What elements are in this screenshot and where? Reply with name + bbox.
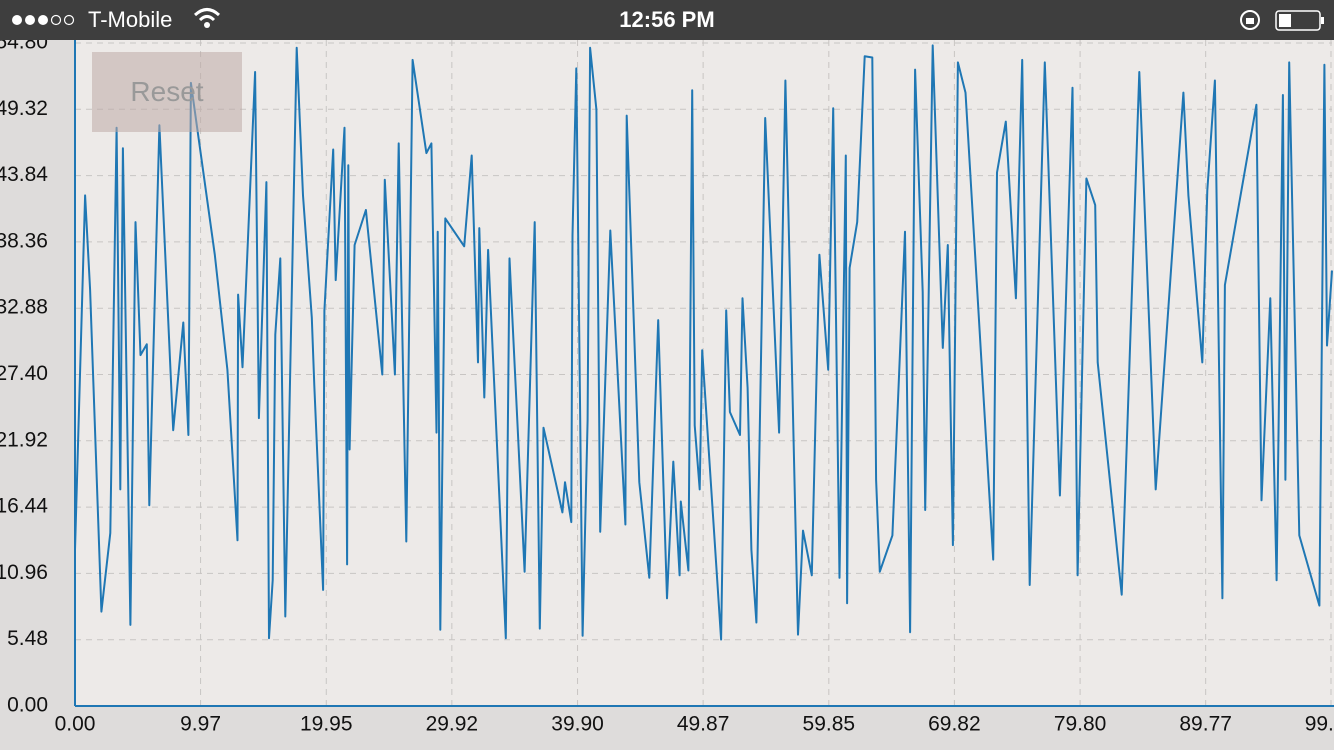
y-tick-label: 27.40 xyxy=(0,362,48,385)
clock: 12:56 PM xyxy=(619,7,715,32)
signal-icon xyxy=(12,14,75,26)
x-tick-label: 89.77 xyxy=(1179,713,1232,736)
x-tick-label: 0.00 xyxy=(55,713,96,736)
status-icons xyxy=(1240,10,1324,31)
y-tick-label: 21.92 xyxy=(0,428,48,451)
y-tick-label: 49.32 xyxy=(0,97,48,120)
wifi-icon xyxy=(193,8,221,28)
y-tick-label: 54.80 xyxy=(0,40,48,54)
y-tick-label: 0.00 xyxy=(7,694,48,717)
reset-button[interactable]: Reset xyxy=(92,52,242,132)
data-line xyxy=(74,44,1333,641)
chart: 0.00 5.48 10.96 16.44 21.92 27.40 32.88 38.36 43… xyxy=(0,40,1334,736)
status-bar: T-Mobile 12:56 PM xyxy=(0,0,1334,40)
y-tick-label: 10.96 xyxy=(0,561,48,584)
x-tick-label: 59.85 xyxy=(803,713,856,736)
x-tick-label: 9.97 xyxy=(180,713,221,736)
x-tick-label: 79.80 xyxy=(1054,713,1107,736)
x-tick-label: 49.87 xyxy=(677,713,730,736)
y-tick-label: 16.44 xyxy=(0,495,48,518)
x-tick-label: 69.82 xyxy=(928,713,981,736)
y-tick-label: 38.36 xyxy=(0,229,48,252)
y-tick-label: 32.88 xyxy=(0,296,48,319)
x-tick-label: 99.72 xyxy=(1305,713,1334,736)
y-tick-label: 5.48 xyxy=(7,627,48,650)
x-tick-label: 39.90 xyxy=(551,713,604,736)
x-tick-label: 19.95 xyxy=(300,713,353,736)
carrier: T-Mobile xyxy=(88,7,173,32)
x-tick-label: 29.92 xyxy=(426,713,479,736)
y-tick-label: 43.84 xyxy=(0,163,48,186)
